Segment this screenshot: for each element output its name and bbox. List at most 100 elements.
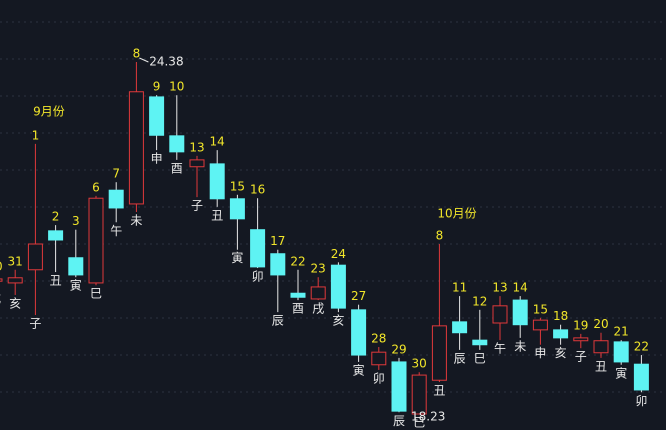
branch-label: 巳 xyxy=(474,351,486,365)
candle-body xyxy=(371,351,387,366)
branch-label: 午 xyxy=(110,224,122,238)
branch-label: 亥 xyxy=(555,346,567,360)
day-label: 8 xyxy=(133,47,141,61)
branch-label: 未 xyxy=(130,213,142,227)
day-label: 22 xyxy=(634,340,649,354)
candle-body xyxy=(270,253,286,276)
branch-label: 丑 xyxy=(595,359,607,373)
branch-label: 卯 xyxy=(252,270,264,284)
day-label: 31 xyxy=(8,254,23,268)
candle-body xyxy=(411,374,427,415)
branch-label: 巳 xyxy=(413,416,425,430)
candle-body xyxy=(189,159,205,168)
branch-label: 申 xyxy=(151,152,163,166)
branch-label: 寅 xyxy=(615,365,627,380)
day-label: 12 xyxy=(472,294,487,308)
high-label: 24.38 xyxy=(149,55,183,69)
candle-body xyxy=(613,341,629,363)
candle-body xyxy=(290,292,306,298)
branch-label: 未 xyxy=(514,339,526,353)
pointer xyxy=(139,57,149,63)
candle-body xyxy=(573,337,589,342)
branch-label: 丑 xyxy=(433,383,445,397)
branch-label: 寅 xyxy=(70,278,82,293)
branch-label: 亥 xyxy=(9,296,21,310)
low-label: 18.23 xyxy=(411,410,445,424)
candle-body xyxy=(88,197,104,284)
candle-body xyxy=(532,319,548,331)
day-label: 29 xyxy=(391,342,406,356)
day-label: 2 xyxy=(52,210,60,224)
branch-label: 辰 xyxy=(272,314,284,328)
day-label: 13 xyxy=(189,140,204,154)
branch-label: 戌 xyxy=(0,291,1,305)
candle-body xyxy=(229,198,245,220)
candle-body xyxy=(48,230,64,241)
candle-body xyxy=(169,135,185,153)
candle-body xyxy=(68,257,84,276)
day-label: 7 xyxy=(112,167,120,181)
month-annotation: 9月份 xyxy=(33,105,65,119)
branch-label: 寅 xyxy=(231,250,243,265)
day-label: 3 xyxy=(72,214,80,228)
branch-label: 子 xyxy=(575,350,587,364)
day-label: 14 xyxy=(210,135,225,149)
candle-body xyxy=(7,277,23,284)
branch-label: 卯 xyxy=(373,371,385,385)
candle-body xyxy=(0,278,3,282)
day-label: 19 xyxy=(573,318,588,332)
branch-label: 丑 xyxy=(50,274,62,288)
candle-body xyxy=(431,325,447,381)
branch-label: 申 xyxy=(534,346,546,360)
branch-label: 辰 xyxy=(393,414,405,428)
day-label: 11 xyxy=(452,281,467,295)
candle-body xyxy=(27,243,43,271)
candle-body xyxy=(108,189,124,209)
day-label: 17 xyxy=(270,234,285,248)
branch-label: 卯 xyxy=(635,394,647,408)
branch-label: 子 xyxy=(29,316,41,330)
day-label: 21 xyxy=(614,325,629,339)
branch-label: 酉 xyxy=(292,302,304,316)
branch-label: 巳 xyxy=(90,287,102,301)
candle-body xyxy=(553,329,569,339)
branch-label: 戌 xyxy=(312,302,324,316)
candle-body xyxy=(209,163,225,200)
day-label: 27 xyxy=(351,289,366,303)
day-label: 16 xyxy=(250,183,265,197)
day-label: 15 xyxy=(533,302,548,316)
day-label: 13 xyxy=(492,281,507,295)
candle-body xyxy=(452,321,468,334)
day-label: 28 xyxy=(371,332,386,346)
day-label: 8 xyxy=(436,229,444,243)
day-label: 23 xyxy=(311,262,326,276)
branch-label: 子 xyxy=(191,199,203,213)
branch-label: 辰 xyxy=(454,351,466,365)
day-label: 22 xyxy=(290,254,305,268)
branch-label: 午 xyxy=(494,342,506,356)
candle-body xyxy=(492,305,508,324)
candle-body xyxy=(149,96,165,136)
day-label: 30 xyxy=(412,357,427,371)
candle-body xyxy=(330,264,346,309)
candle-body xyxy=(250,229,266,268)
day-label: 6 xyxy=(92,180,100,194)
branch-label: 寅 xyxy=(353,362,365,377)
candle-body xyxy=(351,309,367,356)
candle-body xyxy=(593,340,609,354)
candle-body xyxy=(310,286,326,300)
day-label: 30 xyxy=(0,259,3,273)
day-label: 18 xyxy=(553,309,568,323)
candle-body xyxy=(391,361,407,412)
day-label: 20 xyxy=(593,317,608,331)
day-label: 24 xyxy=(331,247,346,261)
day-label: 15 xyxy=(230,179,245,193)
candle-body xyxy=(633,363,649,391)
day-label: 14 xyxy=(513,281,528,295)
branch-label: 亥 xyxy=(332,314,344,328)
month-annotation: 10月份 xyxy=(437,207,476,221)
day-label: 9 xyxy=(153,80,161,94)
day-label: 1 xyxy=(32,128,40,142)
candle-body xyxy=(472,339,488,346)
